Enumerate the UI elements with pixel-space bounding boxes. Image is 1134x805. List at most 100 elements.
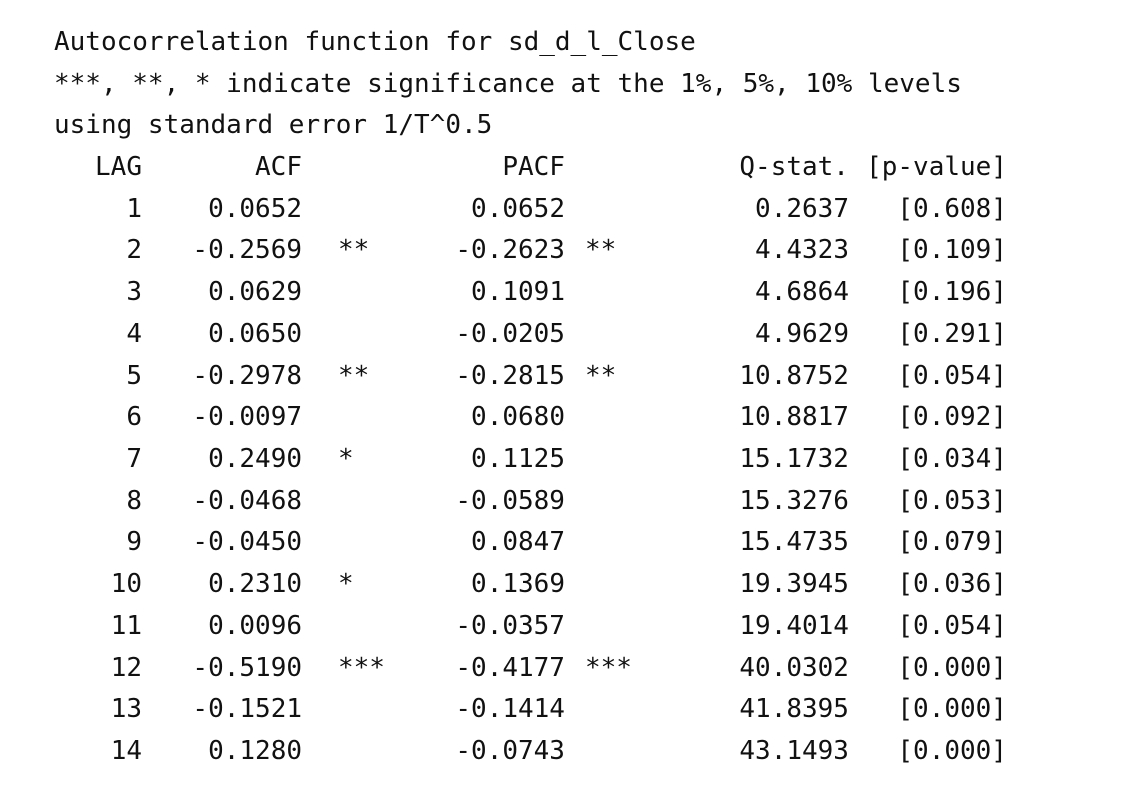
- pacf-significance-cell: **: [584, 235, 617, 266]
- lag-cell: 6: [126, 402, 142, 433]
- lag-cell: 11: [110, 610, 142, 641]
- qstat-cell: 15.3276: [739, 485, 849, 516]
- pacf-cell: 0.1369: [471, 569, 565, 600]
- qstat-cell: 4.6864: [755, 277, 849, 308]
- acf-table: LAG ACF PACF Q-stat. [p-value] 1 0.0652 0.…: [54, 147, 1007, 773]
- acf-significance-cell: **: [338, 360, 370, 391]
- table-body: 1 0.0652 0.0652 0.2637 [0.608] 2 -0.2569 ** -0.2…: [54, 189, 1007, 773]
- qstat-cell: 41.8395: [739, 694, 849, 725]
- output-title: Autocorrelation function for sd_d_l_Clos…: [54, 27, 696, 57]
- pacf-cell: -0.2623: [455, 235, 565, 266]
- table-row: 14 0.1280 -0.0743 43.1493 [0.000]: [54, 731, 1007, 773]
- pacf-cell: -0.0357: [455, 610, 565, 641]
- acf-significance-cell: [302, 314, 385, 356]
- pacf-significance-cell: [565, 522, 715, 564]
- lag-cell: 5: [126, 360, 142, 391]
- significance-note: ***, **, * indicate significance at the …: [54, 68, 962, 99]
- pacf-cell: -0.0205: [455, 318, 565, 349]
- pvalue-cell: [0.000]: [897, 694, 1007, 725]
- pacf-significance-cell: [565, 731, 715, 773]
- pvalue-cell: [0.000]: [897, 652, 1007, 683]
- table-row: 13 -0.1521 -0.1414 41.8395 [0.000]: [54, 689, 1007, 731]
- lag-cell: 8: [126, 485, 142, 516]
- pacf-significance-cell: [565, 439, 715, 481]
- qstat-cell: 15.4735: [739, 527, 849, 558]
- qstat-cell: 19.4014: [739, 610, 849, 641]
- lag-cell: 10: [110, 569, 142, 600]
- table-row: 1 0.0652 0.0652 0.2637 [0.608]: [54, 189, 1007, 231]
- acf-cell: 0.0629: [208, 277, 302, 308]
- qstat-cell: 4.9629: [755, 318, 849, 349]
- acf-cell: -0.0097: [192, 402, 302, 433]
- acf-cell: 0.1280: [208, 735, 302, 766]
- pvalue-cell: [0.053]: [897, 485, 1007, 516]
- qstat-cell: 10.8817: [739, 402, 849, 433]
- acf-significance-cell: [302, 522, 385, 564]
- table-row: 11 0.0096 -0.0357 19.4014 [0.054]: [54, 606, 1007, 648]
- qstat-cell: 0.2637: [755, 193, 849, 224]
- acf-significance-cell: [302, 272, 385, 314]
- lag-cell: 7: [126, 443, 142, 474]
- acf-significance-cell: [302, 189, 385, 231]
- pvalue-cell: [0.034]: [897, 443, 1007, 474]
- pacf-cell: 0.0652: [471, 193, 565, 224]
- column-header-pacf: PACF: [502, 152, 565, 183]
- pacf-cell: -0.0589: [455, 485, 565, 516]
- qstat-cell: 15.1732: [739, 443, 849, 474]
- standard-error-note: using standard error 1/T^0.5: [54, 110, 493, 141]
- qstat-cell: 10.8752: [739, 360, 849, 391]
- acf-significance-cell: [302, 397, 385, 439]
- pacf-cell: 0.0847: [471, 527, 565, 558]
- qstat-cell: 19.3945: [739, 569, 849, 600]
- lag-cell: 13: [110, 694, 142, 725]
- pvalue-cell: [0.000]: [897, 735, 1007, 766]
- qstat-cell: 4.4323: [755, 235, 849, 266]
- acf-significance-cell: [302, 606, 385, 648]
- table-row: 3 0.0629 0.1091 4.6864 [0.196]: [54, 272, 1007, 314]
- pacf-significance-cell: [565, 689, 715, 731]
- acf-cell: 0.0650: [208, 318, 302, 349]
- pvalue-cell: [0.054]: [897, 360, 1007, 391]
- table-row: 6 -0.0097 0.0680 10.8817 [0.092]: [54, 397, 1007, 439]
- lag-cell: 12: [110, 652, 142, 683]
- lag-cell: 4: [126, 318, 142, 349]
- column-header-acf: ACF: [255, 152, 302, 183]
- column-header-acf-sig: [302, 147, 385, 189]
- pacf-significance-cell: [565, 272, 715, 314]
- pacf-cell: -0.4177: [455, 652, 565, 683]
- column-header-pvalue: [p-value]: [866, 152, 1007, 183]
- column-header-qstat: Q-stat.: [739, 152, 849, 183]
- acf-cell: -0.2978: [192, 360, 302, 391]
- table-row: 8 -0.0468 -0.0589 15.3276 [0.053]: [54, 481, 1007, 523]
- qstat-cell: 40.0302: [739, 652, 849, 683]
- pvalue-cell: [0.092]: [897, 402, 1007, 433]
- pacf-cell: -0.0743: [455, 735, 565, 766]
- column-header-lag: LAG: [95, 152, 142, 183]
- acf-significance-cell: [302, 689, 385, 731]
- lag-cell: 1: [126, 193, 142, 224]
- table-row: 12 -0.5190 *** -0.4177 *** 40.0302 [0.000]: [54, 648, 1007, 690]
- pacf-significance-cell: [565, 606, 715, 648]
- acf-significance-cell: [302, 481, 385, 523]
- pvalue-cell: [0.054]: [897, 610, 1007, 641]
- pacf-significance-cell: [565, 397, 715, 439]
- column-header-pacf-sig: [565, 147, 715, 189]
- pvalue-cell: [0.291]: [897, 318, 1007, 349]
- table-row: 4 0.0650 -0.0205 4.9629 [0.291]: [54, 314, 1007, 356]
- acf-significance-cell: **: [338, 235, 370, 266]
- table-row: 10 0.2310 * 0.1369 19.3945 [0.036]: [54, 564, 1007, 606]
- pacf-cell: -0.1414: [455, 694, 565, 725]
- table-row: 9 -0.0450 0.0847 15.4735 [0.079]: [54, 522, 1007, 564]
- pacf-significance-cell: ***: [584, 652, 632, 683]
- table-row: 2 -0.2569 ** -0.2623 ** 4.4323 [0.109]: [54, 230, 1007, 272]
- pvalue-cell: [0.608]: [897, 193, 1007, 224]
- acf-cell: -0.2569: [192, 235, 302, 266]
- lag-cell: 3: [126, 277, 142, 308]
- pacf-cell: 0.1125: [471, 443, 565, 474]
- pvalue-cell: [0.196]: [897, 277, 1007, 308]
- pvalue-cell: [0.079]: [897, 527, 1007, 558]
- pacf-significance-cell: [565, 481, 715, 523]
- lag-cell: 9: [126, 527, 142, 558]
- table-row: 7 0.2490 * 0.1125 15.1732 [0.034]: [54, 439, 1007, 481]
- acf-cell: 0.0652: [208, 193, 302, 224]
